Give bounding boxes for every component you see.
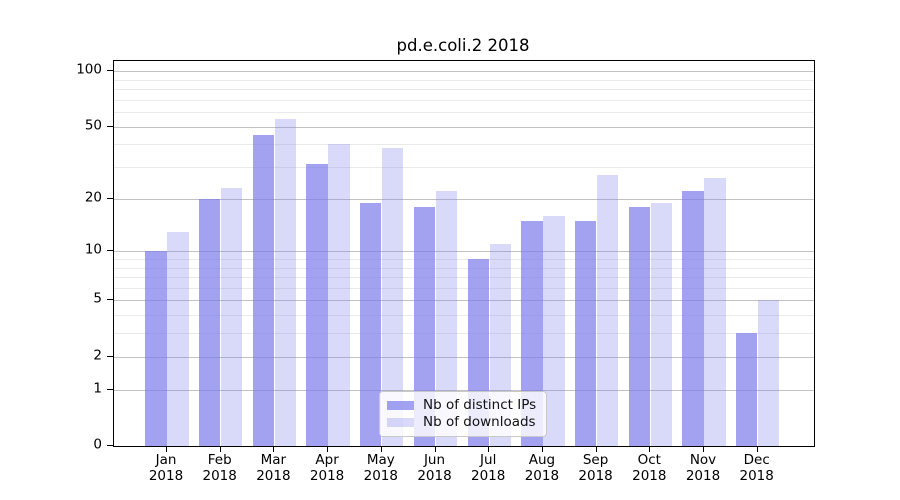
y-tick-mark-1 xyxy=(107,388,113,390)
x-tick-mark-nov xyxy=(703,446,704,452)
x-tick-label-feb: Feb 2018 xyxy=(202,452,237,484)
bar-downloads-may xyxy=(382,148,404,446)
x-tick-label-mar: Mar 2018 xyxy=(256,452,291,484)
legend-swatch-distinct-ips xyxy=(387,400,414,410)
x-tick-mark-jun xyxy=(434,446,436,452)
legend-item-distinct-ips: Nb of distinct IPs xyxy=(387,396,546,413)
x-tick-label-oct: Oct 2018 xyxy=(632,452,667,484)
legend-item-downloads: Nb of downloads xyxy=(387,414,546,430)
legend-label-downloads: Nb of downloads xyxy=(423,414,536,430)
y-tick-label-100: 100 xyxy=(76,61,102,78)
y-tick-label-50: 50 xyxy=(84,116,102,133)
y-tick-label-5: 5 xyxy=(93,290,102,307)
x-tick-mark-oct xyxy=(649,446,651,452)
x-tick-label-apr: Apr 2018 xyxy=(309,452,345,484)
gridline-major-1 xyxy=(114,389,814,391)
x-tick-label-jun: Jun 2018 xyxy=(417,452,452,484)
gridline-major-10 xyxy=(114,251,814,253)
x-tick-label-jan: Jan 2018 xyxy=(148,452,184,484)
y-tick-mark-2 xyxy=(107,355,113,357)
gridline-major-2 xyxy=(114,356,814,358)
bar-downloads-sep xyxy=(596,175,619,446)
gridline-minor-4 xyxy=(114,315,814,317)
bar-distinct-ips-dec xyxy=(736,333,758,446)
x-tick-mark-jan xyxy=(166,446,167,452)
x-tick-mark-jul xyxy=(488,446,490,452)
bar-downloads-mar xyxy=(274,118,297,446)
bar-distinct-ips-oct xyxy=(628,206,650,446)
bar-downloads-dec xyxy=(758,300,780,446)
bar-distinct-ips-may xyxy=(360,202,382,446)
bar-distinct-ips-sep xyxy=(574,220,597,446)
gridline-minor-7 xyxy=(114,277,814,278)
legend: Nb of distinct IPs Nb of downloads xyxy=(379,391,547,437)
legend-label-distinct-ips: Nb of distinct IPs xyxy=(423,396,537,413)
y-tick-label-20: 20 xyxy=(84,188,102,205)
gridline-minor-90 xyxy=(114,79,814,81)
legend-swatch-downloads xyxy=(387,418,414,428)
x-tick-label-dec: Dec 2018 xyxy=(739,452,774,484)
x-tick-mark-apr xyxy=(327,446,329,452)
bar-distinct-ips-aug xyxy=(521,220,543,446)
x-tick-label-aug: Aug 2018 xyxy=(524,452,560,484)
gridline-minor-9 xyxy=(114,258,814,260)
gridline-minor-80 xyxy=(114,88,814,90)
bar-downloads-apr xyxy=(328,144,350,446)
y-tick-mark-10 xyxy=(107,250,113,252)
gridline-minor-70 xyxy=(114,99,814,101)
gridline-major-100 xyxy=(114,71,814,72)
bar-downloads-oct xyxy=(650,202,672,446)
x-tick-label-may: May 2018 xyxy=(363,452,398,484)
y-tick-mark-0 xyxy=(107,445,113,446)
x-tick-label-nov: Nov 2018 xyxy=(685,452,721,484)
bar-downloads-aug xyxy=(543,215,565,446)
gridline-minor-40 xyxy=(114,144,814,146)
x-tick-mark-sep xyxy=(595,446,597,452)
x-tick-mark-may xyxy=(380,446,382,452)
x-tick-mark-mar xyxy=(273,446,275,452)
gridline-major-50 xyxy=(114,126,814,128)
bar-downloads-jan xyxy=(167,231,189,446)
gridline-minor-3 xyxy=(114,333,814,335)
bar-distinct-ips-nov xyxy=(682,191,704,446)
bar-downloads-nov xyxy=(704,178,726,446)
x-tick-mark-dec xyxy=(756,446,758,452)
bar-distinct-ips-mar xyxy=(252,134,275,446)
bar-distinct-ips-jun xyxy=(413,206,436,446)
bar-downloads-jun xyxy=(435,191,458,446)
y-tick-label-10: 10 xyxy=(84,241,102,258)
gridline-minor-60 xyxy=(114,112,814,113)
x-tick-mark-feb xyxy=(219,446,221,452)
x-tick-label-jul: Jul 2018 xyxy=(471,452,506,484)
x-tick-mark-aug xyxy=(541,446,543,452)
bar-downloads-feb xyxy=(221,187,243,446)
bar-distinct-ips-apr xyxy=(306,164,328,446)
y-tick-mark-50 xyxy=(107,125,113,127)
bar-distinct-ips-jan xyxy=(145,251,167,446)
gridline-minor-8 xyxy=(114,267,814,269)
y-tick-mark-100 xyxy=(107,70,113,71)
x-tick-label-sep: Sep 2018 xyxy=(578,452,613,484)
y-tick-mark-5 xyxy=(107,299,113,301)
y-tick-label-0: 0 xyxy=(93,436,102,453)
y-tick-mark-20 xyxy=(107,197,113,199)
plot-area xyxy=(113,60,815,447)
y-tick-label-1: 1 xyxy=(93,379,102,396)
gridline-major-20 xyxy=(114,198,814,200)
gridline-minor-6 xyxy=(114,287,814,289)
gridline-major-5 xyxy=(114,300,814,302)
gridline-minor-30 xyxy=(114,167,814,168)
y-tick-label-2: 2 xyxy=(93,346,102,363)
chart-title: pd.e.coli.2 2018 xyxy=(396,36,530,55)
bar-distinct-ips-feb xyxy=(199,198,221,446)
